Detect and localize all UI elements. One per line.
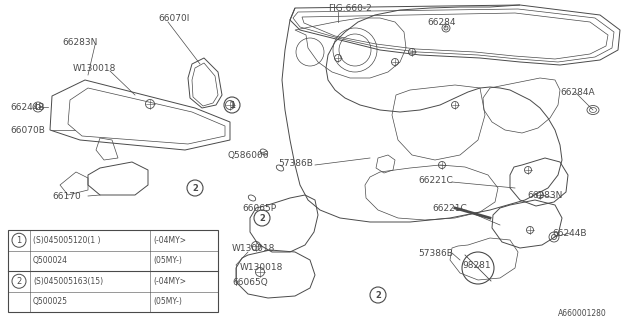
Text: Q500025: Q500025 xyxy=(33,297,68,306)
Text: W130018: W130018 xyxy=(232,244,275,252)
Text: 2: 2 xyxy=(17,277,22,286)
Text: 66283N: 66283N xyxy=(62,37,97,46)
Text: 66070I: 66070I xyxy=(158,13,189,22)
Text: 66070B: 66070B xyxy=(10,125,45,134)
Text: 66170: 66170 xyxy=(52,191,81,201)
Text: 66221C: 66221C xyxy=(418,175,452,185)
Text: 2: 2 xyxy=(192,183,198,193)
Text: 2: 2 xyxy=(375,291,381,300)
Text: 66283N: 66283N xyxy=(527,190,563,199)
Text: 66244B: 66244B xyxy=(10,102,45,111)
Text: 57386B: 57386B xyxy=(418,249,453,258)
Text: 66244B: 66244B xyxy=(552,228,586,237)
Text: (S)045005163(15): (S)045005163(15) xyxy=(33,277,103,286)
Text: Q500024: Q500024 xyxy=(33,256,68,265)
Text: W130018: W130018 xyxy=(240,263,284,273)
Bar xyxy=(8,230,218,312)
Text: 1: 1 xyxy=(229,100,235,109)
Text: (05MY-): (05MY-) xyxy=(153,256,182,265)
Text: Q586006: Q586006 xyxy=(228,150,269,159)
Text: 98281: 98281 xyxy=(462,260,491,269)
Text: (05MY-): (05MY-) xyxy=(153,297,182,306)
Text: 66065P: 66065P xyxy=(242,204,276,212)
Text: A660001280: A660001280 xyxy=(558,308,607,317)
Text: W130018: W130018 xyxy=(73,63,116,73)
Text: 57386B: 57386B xyxy=(278,158,313,167)
Text: 1: 1 xyxy=(17,236,22,245)
Text: 66065Q: 66065Q xyxy=(232,278,268,287)
Text: 66284A: 66284A xyxy=(560,87,595,97)
Text: (S)045005120(1 ): (S)045005120(1 ) xyxy=(33,236,100,245)
Text: (-04MY>: (-04MY> xyxy=(153,277,186,286)
Text: 66284: 66284 xyxy=(427,18,456,27)
Text: FIG.660-2: FIG.660-2 xyxy=(328,4,372,12)
Text: (-04MY>: (-04MY> xyxy=(153,236,186,245)
Text: 2: 2 xyxy=(259,213,265,222)
Text: 66221C: 66221C xyxy=(432,204,467,212)
